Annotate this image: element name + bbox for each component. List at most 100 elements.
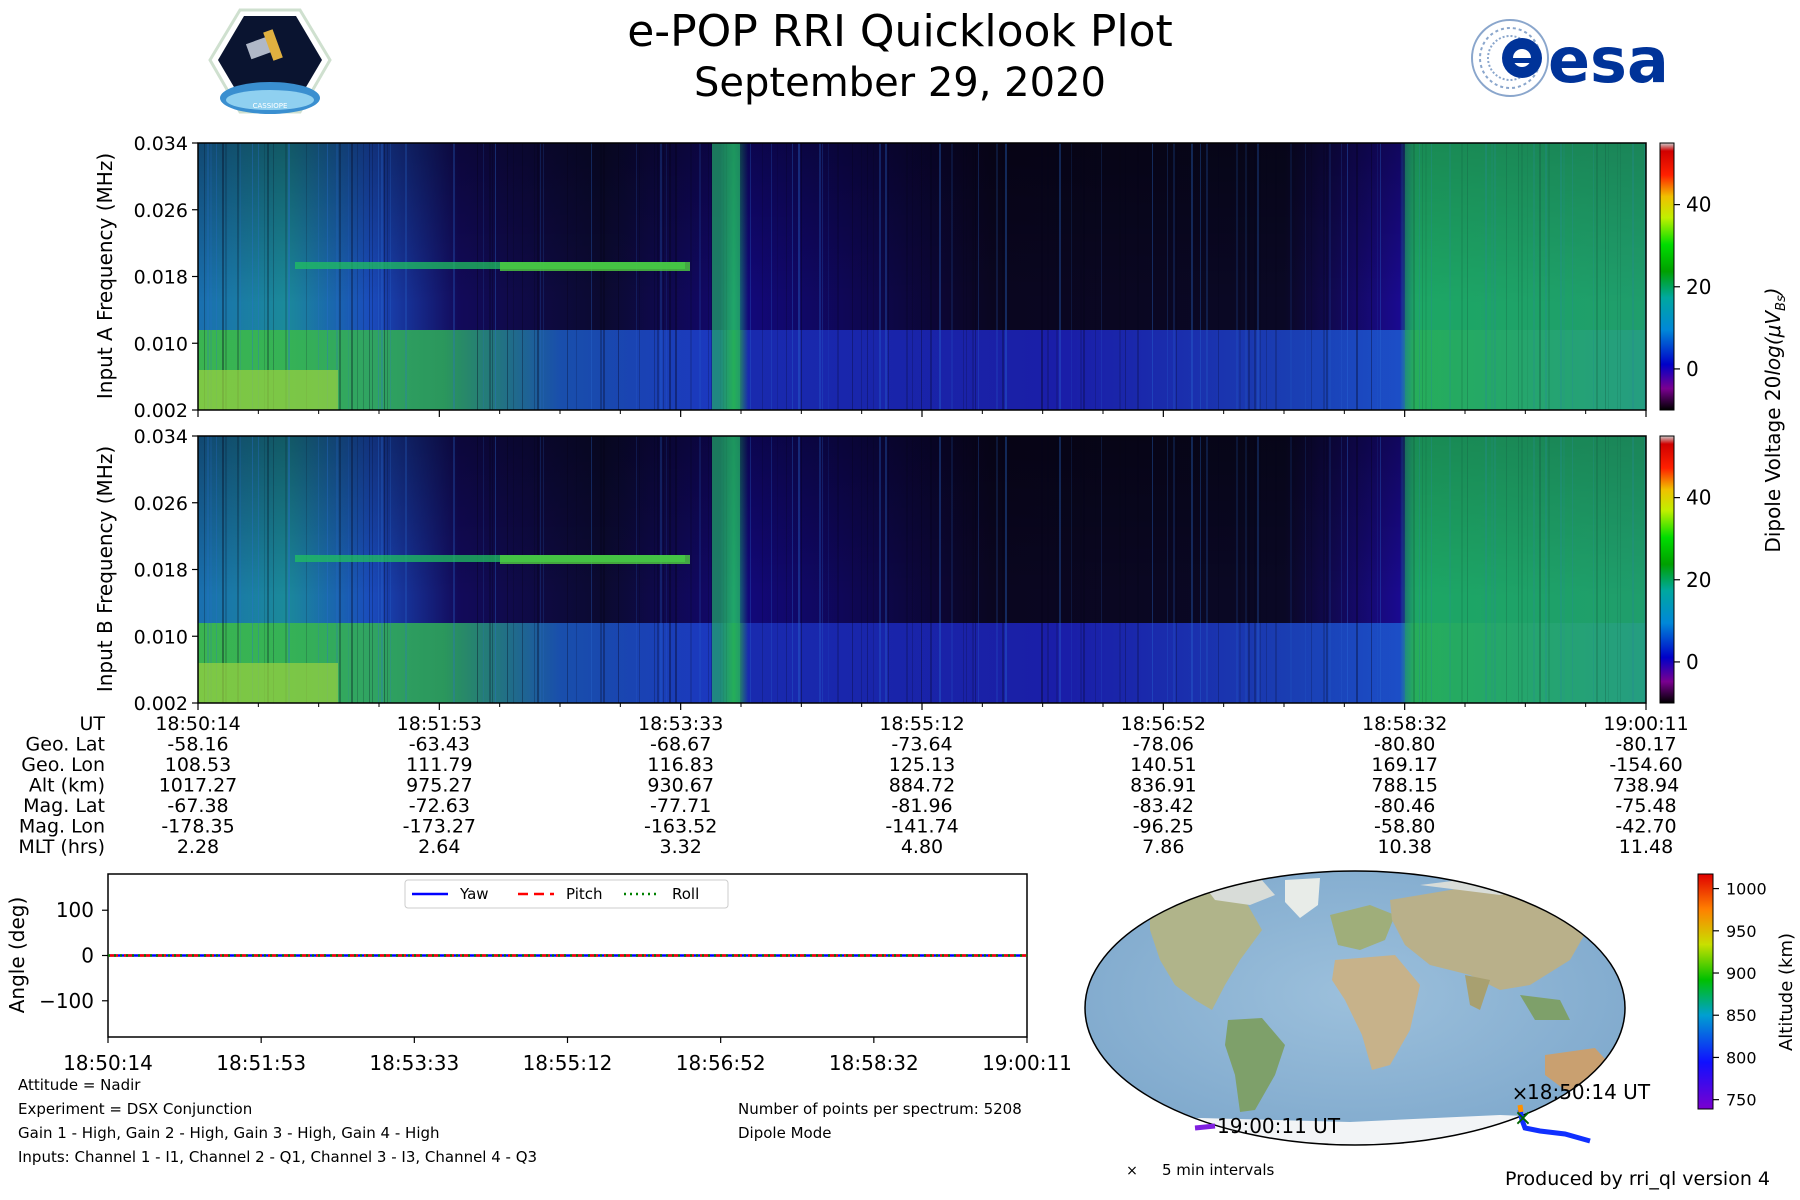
ephemeris-cell: 125.13 [889,754,955,776]
legend-label: Roll [672,885,699,903]
ephemeris-cell: 18:58:32 [1362,713,1447,735]
ephemeris-cell: 111.79 [406,754,472,776]
figure-title: e-POP RRI Quicklook Plot [627,6,1173,57]
ephemeris-cell: -80.17 [1615,734,1676,756]
spectrogram-input-b: 0.034 0.026 0.018 0.010 0.002 Input B Freque… [93,426,1647,715]
ephemeris-cell: -75.48 [1615,795,1676,817]
attitude-x-tick-label: 18:50:14 [63,1051,153,1075]
ephemeris-cell: -73.64 [891,734,952,756]
ephemeris-cell: -96.25 [1133,816,1194,838]
produced-by: Produced by rri_ql version 4 [1505,1168,1770,1190]
colorbar-tick-label: 20 [1686,275,1711,299]
attitude-x-tick-label: 18:53:33 [369,1051,459,1075]
altitude-tick-label: 1000 [1726,880,1767,899]
ephemeris-row-label: MLT (hrs) [18,836,105,858]
info-line: Number of points per spectrum: 5208 [738,1100,1022,1118]
ephemeris-cell: -58.16 [167,734,228,756]
input-a-ylabel: Input A Frequency (MHz) [93,153,117,399]
ephemeris-row-label: Alt (km) [29,775,105,797]
info-left: Attitude = Nadir Experiment = DSX Conjunc… [18,1076,537,1166]
altitude-colorbar: 1000 950 900 850 800 750 Altitude (km) [1697,873,1797,1110]
altitude-tick-label: 800 [1726,1048,1757,1067]
interval-legend-text: 5 min intervals [1162,1161,1275,1179]
y-tick-label: 0.026 [134,493,188,515]
ephemeris-cell: 18:53:33 [638,713,723,735]
info-line: Attitude = Nadir [18,1076,141,1094]
ephemeris-cell: 18:55:12 [879,713,964,735]
ephemeris-cell: -154.60 [1609,754,1682,776]
attitude-x-tick-label: 18:56:52 [676,1051,766,1075]
ephemeris-cell: 930.67 [647,775,713,797]
ephemeris-cell: -141.74 [885,816,958,838]
attitude-y-tick-label: 100 [56,898,94,922]
ephemeris-cell: 116.83 [647,754,713,776]
attitude-x-tick-label: 18:58:32 [829,1051,919,1075]
ephemeris-cell: 788.15 [1371,775,1437,797]
satellite-track [1194,1104,1591,1144]
ephemeris-cell: 738.94 [1613,775,1679,797]
ephemeris-cell: -42.70 [1615,816,1676,838]
ephemeris-cell: -77.71 [650,795,711,817]
altitude-tick-label: 900 [1726,964,1757,983]
colorbar-tick-label: 40 [1686,486,1711,510]
ephemeris-cell: 975.27 [406,775,472,797]
y-tick-label: 0.034 [134,133,188,155]
y-tick-label: 0.010 [134,626,188,648]
cassiope-logo-text: CASSIOPE [253,102,288,110]
ephemeris-cell: -63.43 [409,734,470,756]
ephemeris-cell: 18:50:14 [155,713,240,735]
attitude-y-tick-label: 0 [81,944,94,968]
track-interval-marker: × [1514,1106,1532,1131]
ephemeris-row-label: Geo. Lon [21,754,105,776]
colorbar-b: 40 20 0 [1659,435,1711,704]
colorbar-tick-label: 40 [1686,193,1711,217]
ephemeris-cell: -80.80 [1374,734,1435,756]
ephemeris-cell: 4.80 [901,836,943,858]
ephemeris-row-label: Mag. Lat [23,795,105,817]
attitude-y-tick-label: −100 [39,989,94,1013]
y-tick-label: 0.018 [134,560,188,582]
info-line: Gain 1 - High, Gain 2 - High, Gain 3 - H… [18,1124,440,1142]
ephemeris-cell: 140.51 [1130,754,1196,776]
ephemeris-cell: -78.06 [1133,734,1194,756]
ephemeris-cell: 884.72 [889,775,955,797]
attitude-ylabel: Angle (deg) [5,897,29,1014]
attitude-plot: 100 0 −100 18:50:14 18:51:53 18:53:33 18:55:1… [5,873,1072,1075]
colorbar-tick-label: 20 [1686,568,1711,592]
ephemeris-cell: 836.91 [1130,775,1196,797]
ephemeris-cell: 19:00:11 [1603,713,1688,735]
altitude-tick-label: 850 [1726,1006,1757,1025]
colorbar-label: Dipole Voltage 20log(μVBs) [1761,287,1789,552]
y-tick-label: 0.002 [134,400,188,422]
y-tick-label: 0.002 [134,693,188,715]
info-line: Experiment = DSX Conjunction [18,1100,252,1118]
altitude-label: Altitude (km) [1776,933,1797,1051]
legend-label: Pitch [566,885,603,903]
world-map: × × 18:50:14 UT 19:00:11 UT × 5 min inte… [1084,870,1651,1179]
ephemeris-cell: 3.32 [660,836,702,858]
altitude-tick-label: 950 [1726,922,1757,941]
ephemeris-cell: -163.52 [644,816,717,838]
ephemeris-cell: 108.53 [165,754,231,776]
ephemeris-row-label: Mag. Lon [19,816,105,838]
ephemeris-cell: 10.38 [1377,836,1431,858]
y-tick-label: 0.018 [134,267,188,289]
ephemeris-cell: -72.63 [409,795,470,817]
spectrogram-input-a: 0.034 0.026 0.018 0.010 0.002 Input A Freque… [93,133,1647,422]
ephemeris-cell: -58.80 [1374,816,1435,838]
y-tick-label: 0.010 [134,333,188,355]
colorbar-tick-label: 0 [1686,650,1699,674]
ephemeris-row-label: UT [79,713,105,735]
colorbar-a: 40 20 0 [1659,142,1711,411]
track-start-label: 18:50:14 UT [1527,1080,1651,1104]
ephemeris-cell: 7.86 [1142,836,1184,858]
ephemeris-cell: -67.38 [167,795,228,817]
ephemeris-cell: -68.67 [650,734,711,756]
y-tick-label: 0.034 [134,426,188,448]
ephemeris-cell: 11.48 [1619,836,1673,858]
legend-label: Yaw [459,885,489,903]
track-end-label: 19:00:11 UT [1217,1114,1341,1138]
